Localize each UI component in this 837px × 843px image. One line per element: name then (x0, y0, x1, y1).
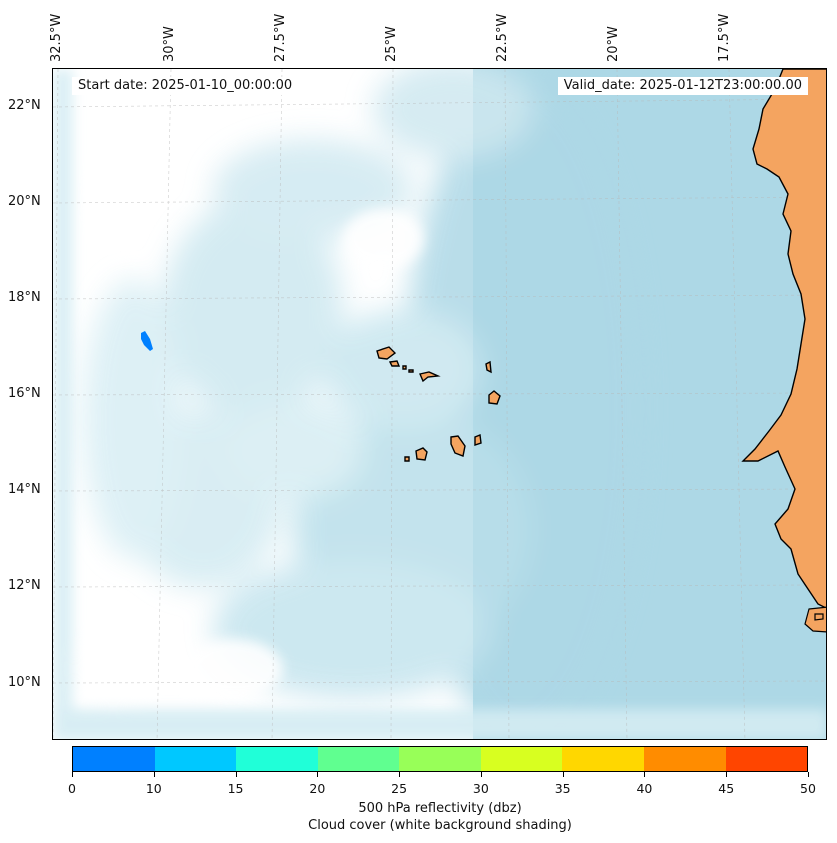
longitude-label: 32.5°W (49, 13, 64, 62)
colorbar-tick (317, 772, 319, 777)
colorbar-tick-label: 35 (554, 781, 571, 796)
colorbar-segment (480, 747, 563, 771)
latitude-label: 14°N (8, 482, 41, 497)
colorbar-tick-label: 25 (391, 781, 408, 796)
colorbar-tick (480, 772, 482, 777)
cloud-cover-shading (83, 69, 643, 739)
colorbar-segment (725, 747, 808, 771)
cape-verde-islands (376, 346, 501, 462)
colorbar-segment (317, 747, 400, 771)
colorbar-tick-label: 15 (227, 781, 244, 796)
colorbar-segment (399, 747, 481, 771)
latitude-label: 18°N (8, 290, 41, 305)
colorbar-segment (73, 747, 155, 771)
graticule (53, 69, 826, 739)
africa-coastline (741, 69, 826, 609)
colorbar-tick (562, 772, 564, 777)
reflectivity-patch (141, 331, 153, 351)
colorbar-segment (643, 747, 726, 771)
latitude-label: 16°N (8, 386, 41, 401)
colorbar-segment (154, 747, 237, 771)
valid-date-label: Valid_date: 2025-01-12T23:00:00.00 (557, 77, 808, 95)
longitude-label: 17.5°W (717, 13, 732, 62)
longitude-label: 27.5°W (273, 13, 288, 62)
map-canvas (53, 69, 826, 739)
longitude-label: 20°W (606, 26, 621, 62)
latitude-label: 10°N (8, 675, 41, 690)
start-date-label: Start date: 2025-01-10_00:00:00 (72, 77, 299, 95)
colorbar-tick-label: 30 (472, 781, 489, 796)
colorbar-tick (644, 772, 646, 777)
colorbar-tick (72, 772, 73, 777)
colorbar-tick (399, 772, 401, 777)
colorbar (72, 746, 808, 772)
colorbar-tick (808, 772, 809, 777)
colorbar-tick (235, 772, 237, 777)
colorbar-tick-label: 20 (309, 781, 326, 796)
colorbar-label-reflectivity: 500 hPa reflectivity (dbz) (358, 801, 522, 816)
latitude-label: 20°N (8, 194, 41, 209)
latitude-label: 22°N (8, 98, 41, 113)
latitude-label: 12°N (8, 578, 41, 593)
colorbar-tick (726, 772, 728, 777)
colorbar-segment (236, 747, 318, 771)
colorbar-tick (153, 772, 155, 777)
longitude-label: 30°W (162, 26, 177, 62)
colorbar-segment (562, 747, 644, 771)
colorbar-tick-label: 0 (68, 781, 76, 796)
longitude-label: 25°W (384, 26, 399, 62)
longitude-label: 22.5°W (495, 13, 510, 62)
colorbar-tick-label: 50 (800, 781, 816, 796)
map-panel (52, 68, 827, 740)
colorbar-label-cloud-cover: Cloud cover (white background shading) (308, 818, 572, 833)
colorbar-tick-label: 40 (636, 781, 653, 796)
colorbar-tick-label: 45 (718, 781, 735, 796)
colorbar-tick-label: 10 (145, 781, 162, 796)
